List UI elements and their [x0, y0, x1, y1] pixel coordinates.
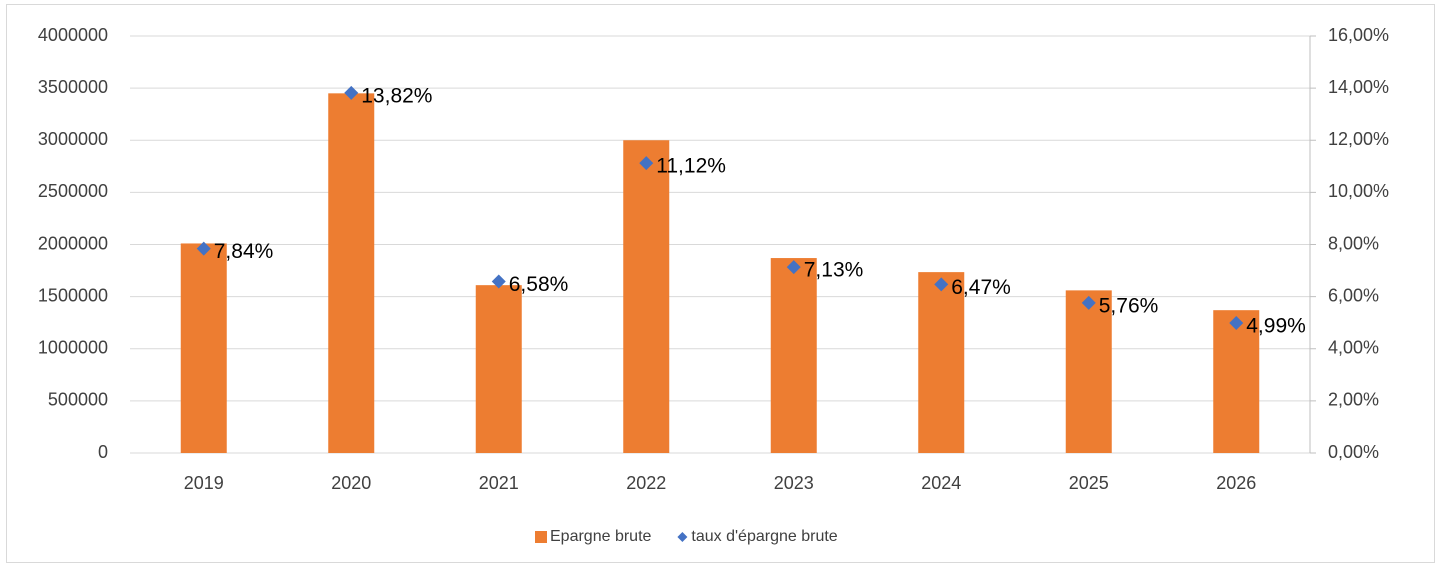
marker [344, 85, 359, 100]
x-tick-label: 2021 [479, 473, 519, 493]
y2-tick-label: 0,00% [1328, 442, 1379, 462]
legend-label: taux d'épargne brute [691, 528, 837, 545]
marker [934, 277, 949, 292]
bar [328, 93, 375, 454]
legend-swatch [677, 532, 688, 542]
x-tick-label: 2023 [774, 473, 814, 493]
legend-label: Epargne brute [550, 528, 652, 545]
legend-swatch [535, 531, 547, 543]
data-label: 11,12% [656, 155, 726, 178]
y2-tick-label: 6,00% [1328, 285, 1379, 305]
y2-tick-label: 12,00% [1328, 129, 1389, 149]
y-tick-label: 1500000 [38, 285, 108, 305]
marker [196, 241, 211, 256]
marker [786, 260, 801, 275]
data-label: 4,99% [1246, 314, 1306, 337]
bar [1065, 290, 1112, 453]
data-label: 7,13% [804, 259, 864, 282]
data-label: 5,76% [1099, 294, 1159, 317]
x-tick-label: 2026 [1216, 473, 1256, 493]
x-tick-label: 2022 [626, 473, 666, 493]
marker [1081, 295, 1096, 310]
data-label: 7,84% [214, 240, 274, 263]
x-tick-label: 2020 [331, 473, 371, 493]
y-tick-label: 0 [98, 442, 108, 462]
bar [623, 140, 670, 453]
y2-tick-label: 10,00% [1328, 181, 1389, 201]
bar [1213, 310, 1260, 453]
data-label: 6,47% [951, 276, 1011, 299]
y2-tick-label: 16,00% [1328, 25, 1389, 45]
chart-border [6, 4, 1435, 563]
y2-tick-label: 14,00% [1328, 77, 1389, 97]
bar [180, 243, 227, 453]
bar [475, 285, 522, 453]
y2-tick-label: 2,00% [1328, 390, 1379, 410]
y2-tick-label: 8,00% [1328, 233, 1379, 253]
x-tick-label: 2025 [1069, 473, 1109, 493]
y-tick-label: 2500000 [38, 181, 108, 201]
y-tick-label: 500000 [48, 390, 108, 410]
data-label: 13,82% [361, 84, 432, 107]
y-tick-label: 1000000 [38, 338, 108, 358]
marker [491, 274, 506, 289]
bar [918, 272, 965, 453]
bar [770, 258, 817, 453]
y-tick-label: 3000000 [38, 129, 108, 149]
data-label: 6,58% [509, 273, 569, 296]
marker [639, 156, 654, 171]
y2-tick-label: 4,00% [1328, 338, 1379, 358]
y-tick-label: 4000000 [38, 25, 108, 45]
y-tick-label: 2000000 [38, 233, 108, 253]
x-tick-label: 2024 [921, 473, 961, 493]
marker [1229, 315, 1244, 330]
y-tick-label: 3500000 [38, 77, 108, 97]
x-tick-label: 2019 [184, 473, 224, 493]
